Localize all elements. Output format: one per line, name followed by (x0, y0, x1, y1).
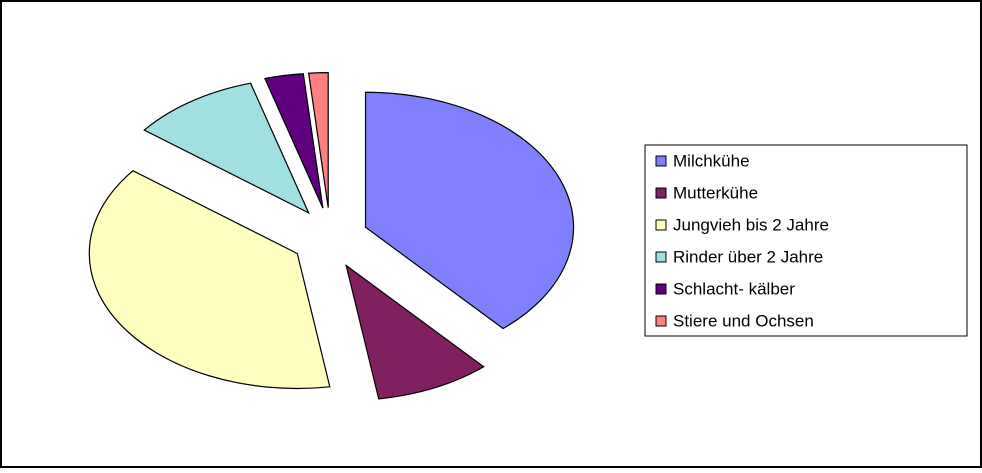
pie-slice (263, 73, 324, 209)
legend-label: Milchkühe (673, 151, 750, 170)
legend-box (644, 144, 968, 337)
legend-label: Jungvieh bis 2 Jahre (673, 215, 829, 234)
legend-swatch (655, 219, 667, 231)
pie-slice (307, 72, 329, 208)
legend-swatch (655, 155, 667, 167)
legend-label: Schlacht- kälber (673, 279, 795, 298)
pie-slice (143, 82, 310, 215)
legend-label: Rinder über 2 Jahre (673, 247, 823, 266)
legend-swatch (655, 251, 667, 263)
pie-slice (364, 91, 575, 330)
legend-swatch (655, 187, 667, 199)
pie-slice (345, 264, 485, 400)
legend-swatch (655, 283, 667, 295)
legend-label: Stiere und Ochsen (673, 311, 814, 330)
pie-slice (88, 170, 331, 390)
legend-swatch (655, 315, 667, 327)
legend-label: Mutterkühe (673, 183, 758, 202)
